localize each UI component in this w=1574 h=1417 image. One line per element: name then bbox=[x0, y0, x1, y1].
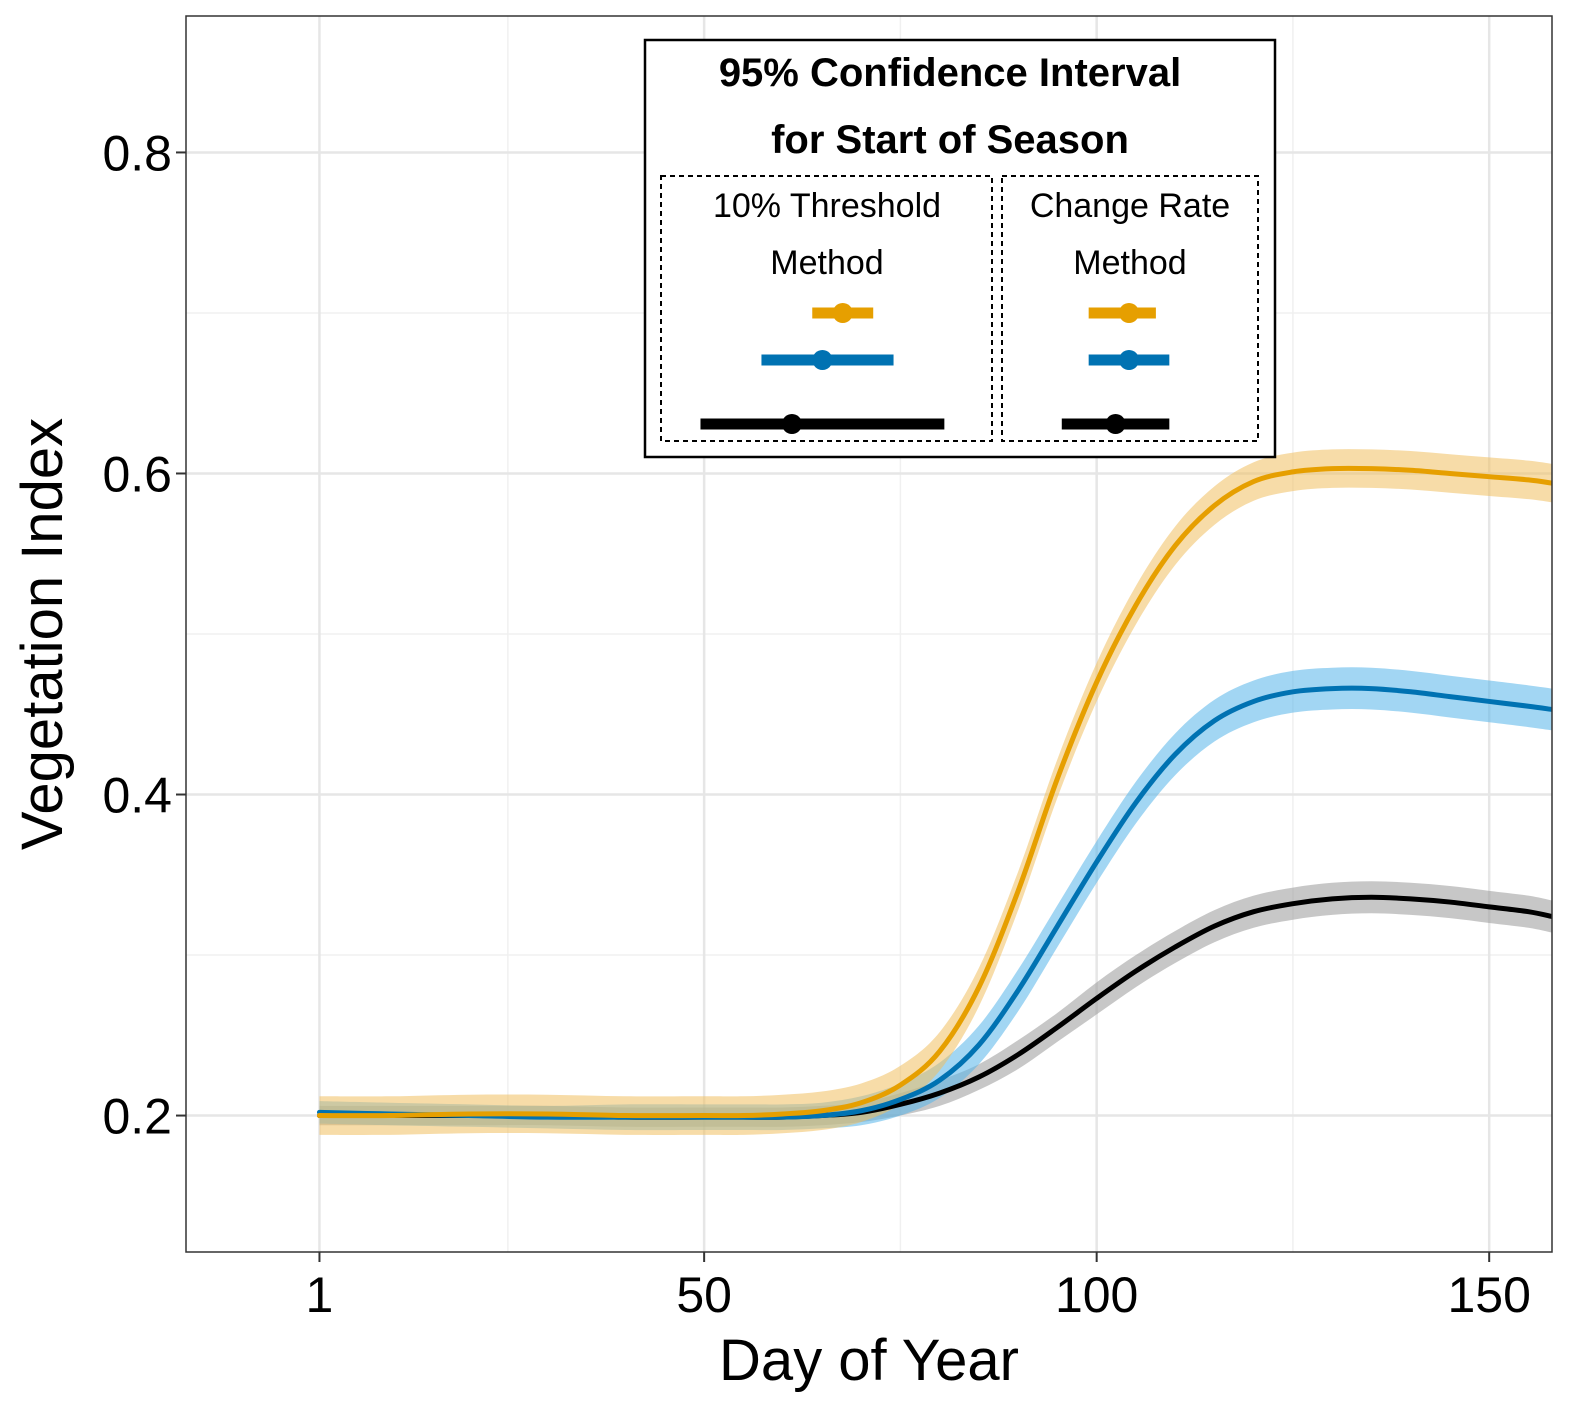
legend-title-line-2: for Start of Season bbox=[771, 118, 1129, 162]
series-line-2 bbox=[316, 465, 1552, 1119]
legend-intervals bbox=[700, 303, 1170, 434]
legend-panel-threshold bbox=[660, 175, 993, 442]
x-tick-label: 150 bbox=[1447, 1267, 1530, 1323]
legend-panel-threshold-title-2: Method bbox=[770, 244, 883, 282]
legend-box bbox=[643, 38, 1277, 459]
y-tick-label: 0.8 bbox=[102, 125, 172, 181]
legend-panel-change-rate bbox=[1001, 175, 1259, 442]
legend-interval-point bbox=[1119, 303, 1139, 323]
y-tick-label: 0.6 bbox=[102, 446, 172, 502]
confidence-bands bbox=[319, 449, 1552, 1135]
plot-panel-border bbox=[185, 15, 1553, 1253]
confidence-band-0 bbox=[319, 881, 1552, 1127]
y-axis-title: Vegetation Index bbox=[10, 418, 75, 850]
legend-interval-point bbox=[1119, 350, 1139, 370]
legend-panel-change-rate-title-2: Method bbox=[1073, 244, 1186, 282]
legend-title-line-1: 95% Confidence Interval bbox=[719, 51, 1181, 95]
legend-panel-threshold-title-1: 10% Threshold bbox=[713, 187, 941, 225]
legend: 95% Confidence Interval for Start of Sea… bbox=[643, 38, 1277, 459]
x-tick-label: 100 bbox=[1055, 1267, 1138, 1323]
legend-interval-point bbox=[781, 414, 802, 434]
x-tick-label: 1 bbox=[306, 1267, 334, 1323]
legend-panel-change-rate-title-1: Change Rate bbox=[1030, 187, 1230, 225]
confidence-band-1 bbox=[319, 667, 1552, 1131]
x-tick-label: 50 bbox=[676, 1267, 732, 1323]
y-tick-label: 0.2 bbox=[102, 1089, 172, 1145]
series-lines bbox=[316, 465, 1552, 1120]
y-tick-label: 0.4 bbox=[102, 768, 172, 824]
legend-interval-point bbox=[1105, 414, 1126, 434]
y-axis: 0.2 0.4 0.6 0.8 bbox=[102, 125, 186, 1145]
legend-interval-point bbox=[832, 303, 853, 323]
x-axis: 1 50 100 150 bbox=[306, 1252, 1531, 1323]
legend-interval-point bbox=[812, 350, 833, 370]
x-axis-title: Day of Year bbox=[719, 1328, 1019, 1393]
